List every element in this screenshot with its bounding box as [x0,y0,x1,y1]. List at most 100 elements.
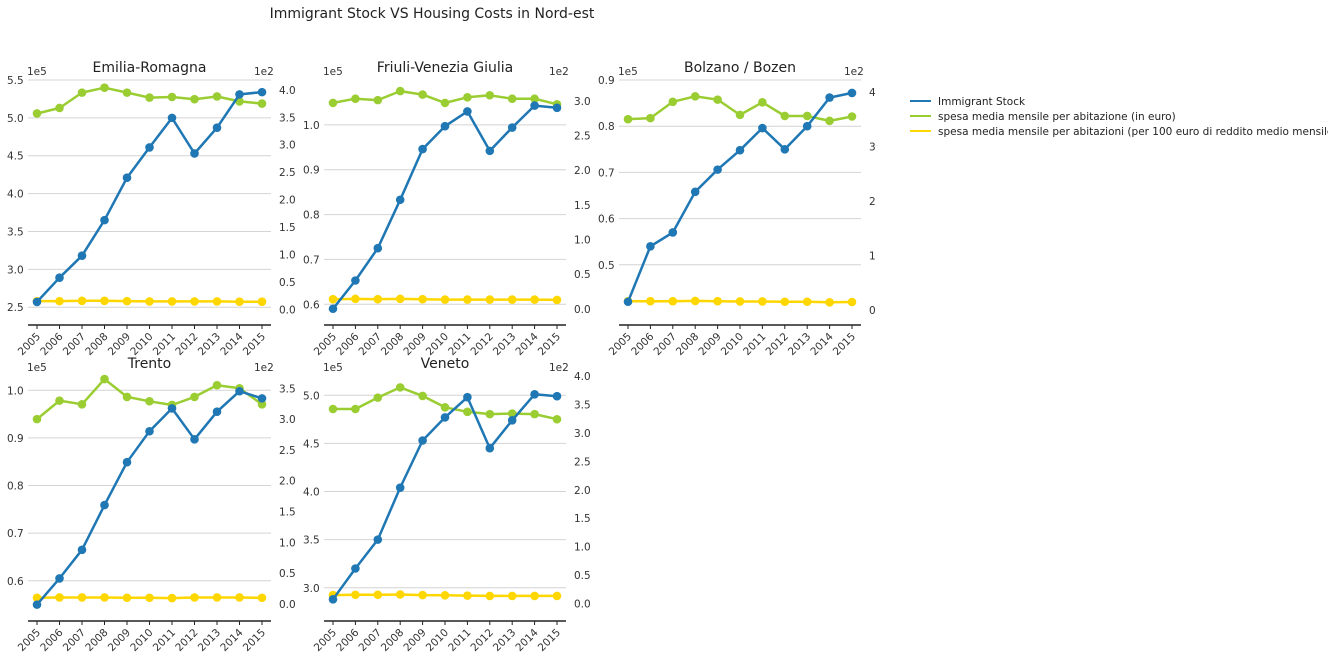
data-point [328,98,338,108]
right-tick-label: 0.5 [574,269,591,281]
panel-veneto: 3.0 3.5 4.0 4.5 5.0 0.0 0.5 1.0 1.5 2.0 2.5 3.0 3.5 4… [303,356,591,654]
data-point [167,297,177,306]
x-tick-label: 2015 [536,627,563,654]
left-tick-label: 4.0 [303,487,320,499]
data-point [485,443,495,453]
data-point [440,413,450,422]
data-point [758,123,767,133]
data-point [463,295,472,304]
data-point [122,296,132,306]
series-line [626,91,854,304]
data-point [257,297,267,306]
data-point [780,145,790,154]
data-point [440,402,450,412]
panel-title: Veneto [421,356,470,372]
x-tick-label: 2006 [38,330,66,358]
x-tick-label: 2013 [786,331,813,358]
data-point [328,294,338,304]
right-tick-label: 1.5 [574,200,591,212]
x-tick-label: 2006 [38,626,66,654]
x-tick-label: 2007 [357,627,384,654]
left-tick-label: 4.5 [303,438,320,450]
left-axis-multiplier: 1e5 [27,66,47,78]
data-point [690,296,700,306]
x-tick-label: 2011 [741,331,768,358]
right-tick-label: 4.0 [574,371,591,383]
x-tick-label: 2015 [241,627,268,654]
data-point [55,574,64,583]
right-tick-label: 4.0 [279,85,296,97]
data-point [32,593,42,603]
data-point [418,590,427,600]
right-tick-label: 2.5 [279,445,296,457]
data-point [530,591,539,601]
x-tick-label: 2010 [424,627,451,654]
data-point [190,435,199,444]
left-tick-label: 0.6 [7,576,24,588]
data-point [440,98,450,108]
data-point [735,145,745,155]
data-point [373,393,383,402]
data-point [623,114,633,124]
x-tick-label: 2009 [106,331,133,358]
left-tick-label: 3.5 [303,535,320,547]
data-point [32,109,42,118]
right-tick-label: 3 [869,141,876,153]
right-tick-label: 2.5 [574,456,591,468]
data-point [373,294,383,304]
data-point [55,103,64,113]
right-tick-label: 2.0 [279,195,296,207]
x-tick-label: 2013 [491,331,518,358]
panel-emilia-romagna: 2.5 3.0 3.5 4.0 4.5 5.0 5.5 0.0 0.5 1.0 1.5 2.0 2.5 3… [7,60,296,358]
data-point [623,297,633,307]
x-tick-label: 2012 [173,627,200,654]
right-tick-label: 1.0 [574,542,591,554]
x-tick-label: 2012 [173,331,200,358]
right-tick-label: 3.5 [574,399,591,411]
left-tick-label: 1.0 [303,120,320,132]
data-point [395,383,405,392]
data-point [100,500,109,510]
data-point [122,457,132,467]
panels-group: 2.53.03.54.04.55.05.50.00.51.01.52.02.53… [7,60,876,654]
data-point [122,593,132,603]
data-point [212,123,222,133]
data-point [55,273,64,282]
data-point [32,600,42,609]
data-point [440,121,450,131]
data-point [530,409,539,419]
left-tick-label: 4.5 [7,151,24,163]
left-tick-label: 0.9 [598,75,615,87]
right-axis-multiplier: 1e2 [254,66,274,78]
left-tick-label: 5.5 [7,75,24,87]
data-point [646,242,655,251]
right-tick-label: 3.5 [279,112,296,124]
right-tick-label: 3.0 [574,96,591,108]
data-point [145,93,154,102]
data-point [100,215,109,225]
data-point [530,101,539,110]
x-tick-label: 2012 [764,331,791,358]
legend-label: Immigrant Stock [938,96,1026,108]
data-point [77,545,87,555]
data-point [373,590,383,600]
data-point [758,98,767,107]
data-point [847,297,857,307]
data-point [713,296,722,306]
data-point [713,165,722,174]
data-point [735,297,745,306]
right-axis-multiplier: 1e2 [254,362,274,374]
x-tick-label: 2007 [652,331,679,358]
data-point [373,535,383,544]
data-point [212,593,222,602]
x-tick-label: 2008 [379,331,406,358]
right-tick-label: 1.5 [279,507,296,519]
left-tick-label: 2.5 [7,302,24,314]
x-tick-label: 2015 [536,331,563,358]
data-point [145,297,154,306]
data-point [167,593,177,603]
data-point [77,88,87,97]
data-point [485,591,495,601]
data-point [235,593,244,602]
data-point [463,107,472,116]
